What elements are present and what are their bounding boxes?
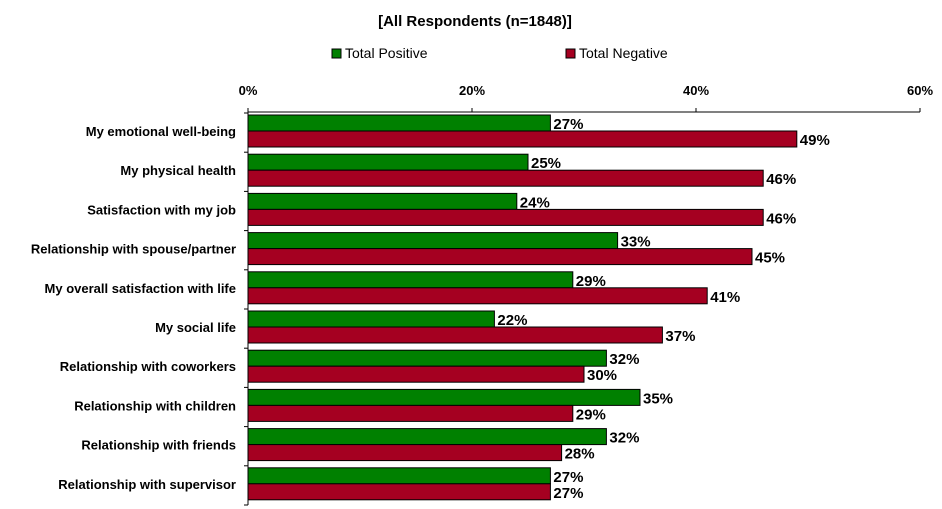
- bar-positive: [247, 114, 551, 132]
- data-label-positive: 25%: [531, 155, 561, 172]
- bar-positive: [247, 310, 495, 328]
- bar-positive: [247, 271, 574, 289]
- data-label-negative: 46%: [766, 171, 796, 188]
- legend-label-positive: Total Positive: [345, 45, 428, 61]
- legend-swatch-negative: [565, 48, 576, 59]
- chart-title: [All Respondents (n=1848)]: [378, 13, 572, 30]
- bar-positive: [247, 467, 551, 485]
- bar-negative: [247, 326, 663, 344]
- category-label: Relationship with supervisor: [58, 477, 236, 492]
- data-label-positive: 29%: [576, 273, 606, 290]
- category-label: My social life: [155, 320, 236, 335]
- bar-positive: [247, 153, 529, 171]
- bar-negative: [247, 248, 753, 266]
- category-label: My emotional well-being: [86, 124, 236, 139]
- bar-positive: [247, 192, 518, 210]
- bar-negative: [247, 208, 764, 226]
- bar-negative: [247, 169, 764, 187]
- x-tick-label: 40%: [683, 83, 709, 98]
- bar-negative: [247, 130, 798, 148]
- data-label-negative: 37%: [665, 328, 695, 345]
- data-label-negative: 27%: [553, 485, 583, 502]
- bar-positive: [247, 388, 641, 406]
- bar-positive: [247, 232, 619, 250]
- x-tick-label: 20%: [459, 83, 485, 98]
- bars: [247, 114, 798, 501]
- category-label: Satisfaction with my job: [87, 202, 236, 217]
- data-label-positive: 22%: [497, 312, 527, 329]
- data-label-negative: 49%: [800, 132, 830, 149]
- category-label: Relationship with spouse/partner: [31, 242, 236, 257]
- data-label-positive: 24%: [520, 194, 550, 211]
- category-label: Relationship with children: [74, 398, 236, 413]
- category-label: Relationship with friends: [81, 438, 236, 453]
- data-label-positive: 33%: [621, 234, 651, 251]
- data-label-negative: 28%: [565, 446, 595, 463]
- data-label-negative: 46%: [766, 210, 796, 227]
- bar-negative: [247, 287, 708, 305]
- category-labels: My emotional well-being My physical healt…: [31, 124, 236, 492]
- category-label: My overall satisfaction with life: [45, 281, 236, 296]
- data-label-negative: 45%: [755, 250, 785, 267]
- bar-negative: [247, 365, 585, 383]
- legend: Total Positive Total Negative: [331, 45, 668, 61]
- data-label-positive: 27%: [553, 116, 583, 133]
- data-label-positive: 32%: [609, 351, 639, 368]
- bar-negative: [247, 444, 563, 462]
- data-label-negative: 29%: [576, 406, 606, 423]
- bar-positive: [247, 428, 607, 446]
- category-label: My physical health: [120, 163, 236, 178]
- data-labels: 27%49%25%46%24%46%33%45%29%41%22%37%32%3…: [497, 116, 829, 502]
- data-label-positive: 35%: [643, 390, 673, 407]
- x-tick-label: 60%: [907, 83, 933, 98]
- bar-negative: [247, 483, 551, 501]
- category-label: Relationship with coworkers: [60, 359, 236, 374]
- data-label-negative: 30%: [587, 367, 617, 384]
- legend-label-negative: Total Negative: [579, 45, 668, 61]
- legend-swatch-positive: [331, 48, 342, 59]
- bar-positive: [247, 349, 607, 367]
- data-label-negative: 41%: [710, 289, 740, 306]
- data-label-positive: 32%: [609, 430, 639, 447]
- data-label-positive: 27%: [553, 469, 583, 486]
- x-tick-label: 0%: [239, 83, 258, 98]
- bar-negative: [247, 404, 574, 422]
